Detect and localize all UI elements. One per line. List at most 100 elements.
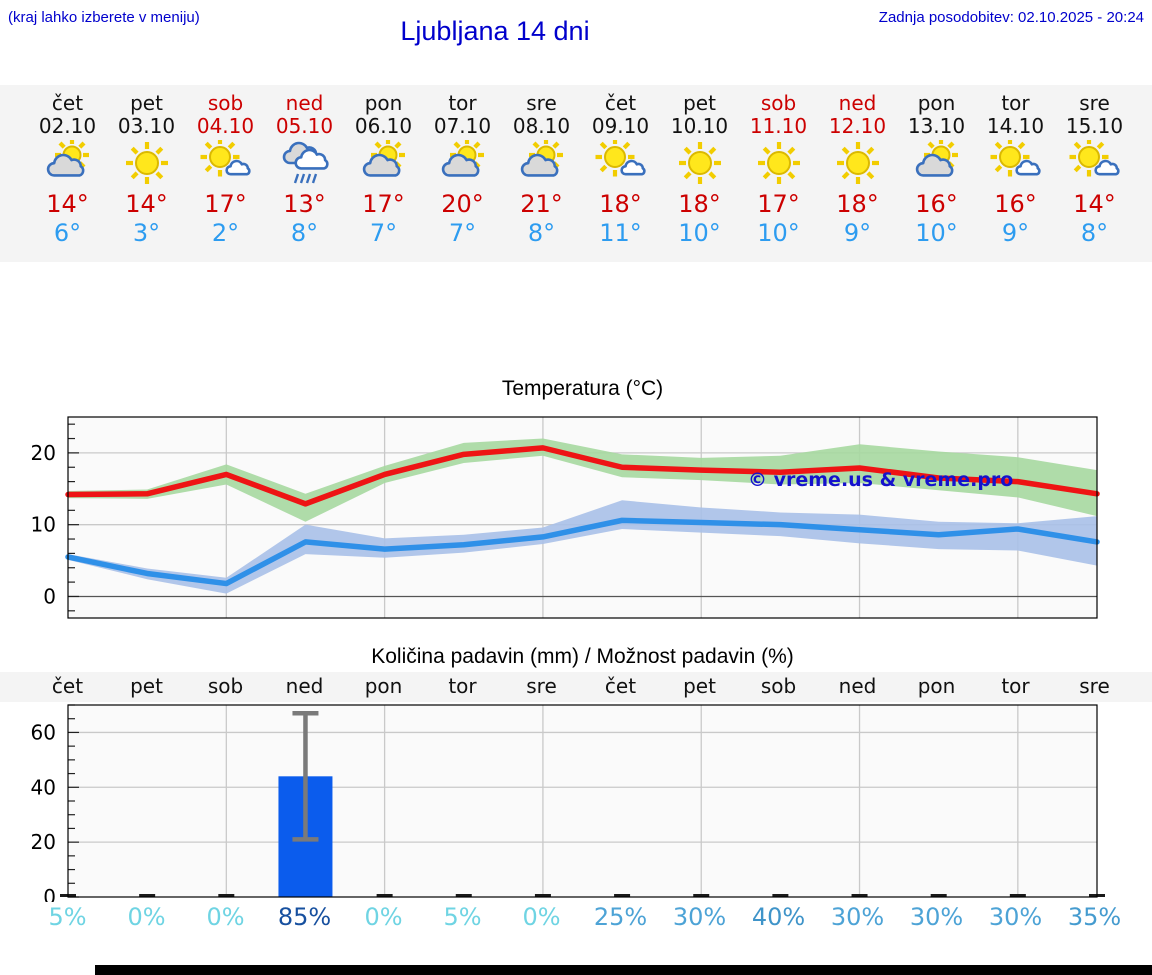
day-date: 02.10 bbox=[38, 114, 97, 138]
day-high-temp: 14° bbox=[125, 190, 168, 218]
day-name: ned bbox=[285, 91, 324, 115]
precipitation-probability-row: 5% 0% 0% 85% 0% 5% 0% 25% 30% 40% 30% 30% 30% 35% bbox=[0, 903, 1152, 935]
precip-zero-mark bbox=[534, 894, 551, 897]
precip-probability: 30% bbox=[909, 903, 964, 931]
min-temp-band bbox=[68, 500, 1097, 594]
temp-y-tick: 0 bbox=[43, 584, 56, 608]
cloud-shape bbox=[441, 153, 479, 177]
precip-day-label: ned bbox=[838, 674, 877, 698]
day-date: 06.10 bbox=[354, 114, 413, 138]
precip-probability: 85% bbox=[277, 903, 332, 931]
precip-zero-mark bbox=[139, 894, 156, 897]
forecast-day[interactable]: čet 09.10 18° 11° bbox=[581, 91, 660, 262]
min-temp-line bbox=[65, 517, 1100, 587]
precip-zero-mark bbox=[693, 894, 710, 897]
day-low-temp: 8° bbox=[1080, 219, 1109, 247]
cloud-shape bbox=[1093, 159, 1120, 176]
forecast-day[interactable]: sre 08.10 21° 8° bbox=[502, 91, 581, 262]
sun-cloud-icon bbox=[502, 138, 581, 188]
forecast-day[interactable]: pon 13.10 16° 10° bbox=[897, 91, 976, 262]
day-high-temp: 14° bbox=[1073, 190, 1116, 218]
forecast-day[interactable]: sob 04.10 17° 2° bbox=[186, 91, 265, 262]
page-title: Ljubljana 14 dni bbox=[400, 16, 590, 46]
day-low-temp: 10° bbox=[678, 219, 721, 247]
bottom-divider bbox=[95, 965, 1152, 975]
day-low-temp: 8° bbox=[290, 219, 319, 247]
precip-zero-mark bbox=[851, 894, 868, 897]
location-menu-note[interactable]: (kraj lahko izberete v meniju) bbox=[8, 9, 200, 26]
day-date: 05.10 bbox=[275, 114, 334, 138]
max-temp-line bbox=[65, 445, 1100, 507]
forecast-day[interactable]: pet 10.10 18° 10° bbox=[660, 91, 739, 262]
precip-zero-mark bbox=[930, 894, 947, 897]
precip-probability: 5% bbox=[48, 903, 87, 931]
precip-day-label: sob bbox=[207, 674, 244, 698]
precip-zero-mark bbox=[614, 894, 631, 897]
forecast-day[interactable]: čet 02.10 14° 6° bbox=[28, 91, 107, 262]
precip-zero-mark bbox=[772, 894, 789, 897]
forecast-day[interactable]: tor 14.10 16° 9° bbox=[976, 91, 1055, 262]
day-date: 12.10 bbox=[828, 114, 887, 138]
precip-day-label: pet bbox=[130, 674, 163, 698]
precip-probability: 5% bbox=[443, 903, 482, 931]
day-high-temp: 20° bbox=[441, 190, 484, 218]
sun-cloud-icon bbox=[28, 138, 107, 188]
forecast-day[interactable]: sob 11.10 17° 10° bbox=[739, 91, 818, 262]
last-update-timestamp: Zadnja posodobitev: 02.10.2025 - 20:24 bbox=[878, 9, 1144, 26]
precip-y-tick: 0 bbox=[43, 885, 56, 902]
precip-day-label: čet bbox=[604, 674, 637, 698]
forecast-day[interactable]: pet 03.10 14° 3° bbox=[107, 91, 186, 262]
precipitation-chart-title: Količina padavin (mm) / Možnost padavin … bbox=[371, 645, 794, 668]
cloud-shape bbox=[46, 153, 84, 177]
precip-probability: 0% bbox=[127, 903, 166, 931]
day-date: 07.10 bbox=[433, 114, 492, 138]
day-high-temp: 17° bbox=[362, 190, 405, 218]
precip-day-label: pon bbox=[364, 674, 403, 698]
precip-day-label: sre bbox=[526, 674, 557, 698]
sun-cloud-icon bbox=[897, 138, 976, 188]
temperature-chart-title: Temperatura (°C) bbox=[501, 377, 664, 400]
cloud-shape bbox=[293, 148, 329, 170]
forecast-day[interactable]: pon 06.10 17° 7° bbox=[344, 91, 423, 262]
precip-probability: 30% bbox=[830, 903, 885, 931]
precip-probability: 25% bbox=[593, 903, 648, 931]
precip-probability: 0% bbox=[206, 903, 245, 931]
day-name: čet bbox=[51, 91, 84, 115]
day-low-temp: 9° bbox=[1001, 219, 1030, 247]
sun-shape bbox=[1069, 137, 1108, 177]
cloud-shape bbox=[619, 159, 646, 176]
precipitation-day-labels: čet pet sob ned pon tor sre čet pet sob ned pon tor s… bbox=[0, 672, 1152, 702]
day-high-temp: 16° bbox=[994, 190, 1037, 218]
day-name: čet bbox=[604, 91, 637, 115]
day-high-temp: 18° bbox=[599, 190, 642, 218]
temperature-chart: 0 10 20 © vreme.us & vreme.pro bbox=[31, 416, 1100, 619]
forecast-day[interactable]: sre 15.10 14° 8° bbox=[1055, 91, 1134, 262]
precipitation-chart: 0 20 40 60 bbox=[31, 704, 1105, 902]
precip-probability: 0% bbox=[364, 903, 403, 931]
sun-cloud-icon bbox=[423, 138, 502, 188]
precip-zero-mark bbox=[1009, 894, 1026, 897]
precip-day-label: tor bbox=[448, 674, 477, 698]
day-high-temp: 13° bbox=[283, 190, 326, 218]
forecast-day[interactable]: ned 12.10 18° 9° bbox=[818, 91, 897, 262]
sun-shape bbox=[757, 142, 800, 184]
sun-shape bbox=[678, 142, 721, 184]
day-low-temp: 8° bbox=[527, 219, 556, 247]
day-name: pon bbox=[917, 91, 956, 115]
sun-small-cloud-icon bbox=[1055, 137, 1134, 188]
day-date: 15.10 bbox=[1065, 114, 1124, 138]
sun-shape bbox=[836, 142, 879, 184]
day-high-temp: 17° bbox=[757, 190, 800, 218]
forecast-day[interactable]: ned 05.10 13° 8° bbox=[265, 91, 344, 262]
max-temp-band bbox=[68, 438, 1097, 522]
day-low-temp: 9° bbox=[843, 219, 872, 247]
day-name: ned bbox=[838, 91, 877, 115]
forecast-day[interactable]: tor 07.10 20° 7° bbox=[423, 91, 502, 262]
watermark-link[interactable]: © vreme.us & vreme.pro bbox=[748, 469, 1013, 491]
precip-y-tick: 60 bbox=[31, 720, 56, 744]
day-name: sob bbox=[207, 91, 244, 115]
precip-day-label: tor bbox=[1001, 674, 1030, 698]
day-date: 03.10 bbox=[117, 114, 176, 138]
day-low-temp: 7° bbox=[448, 219, 477, 247]
day-name: tor bbox=[1001, 91, 1030, 115]
